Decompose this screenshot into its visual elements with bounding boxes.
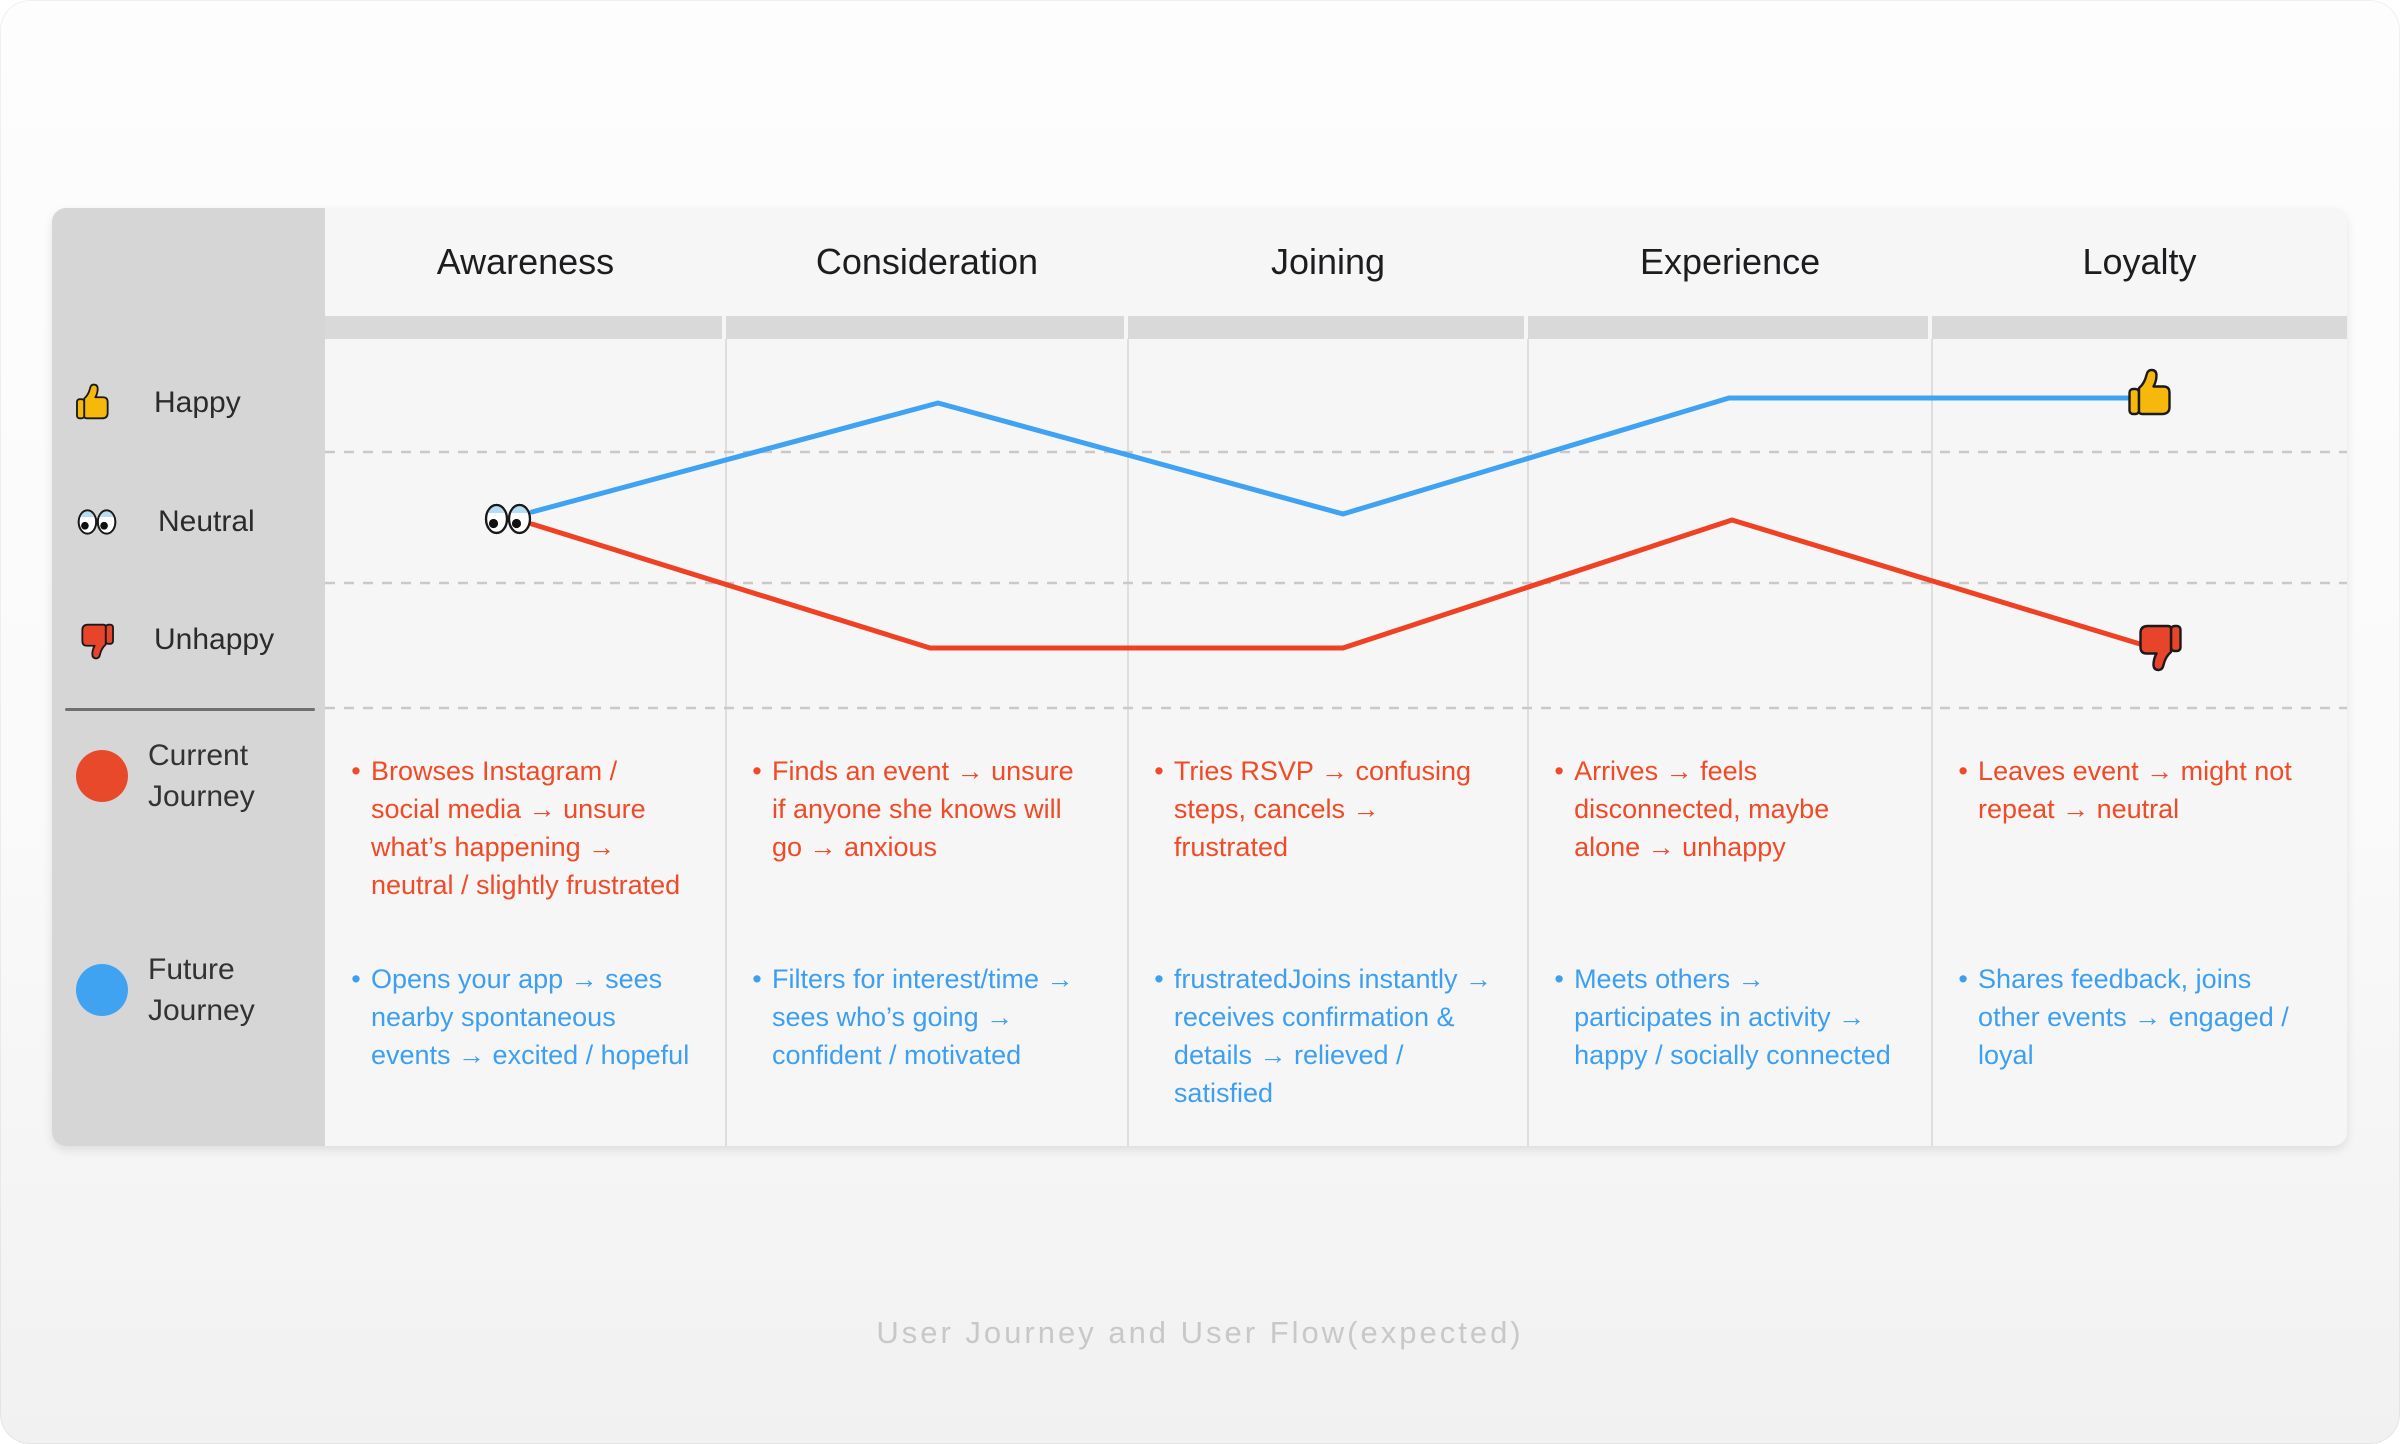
column-divider bbox=[1127, 339, 1129, 1146]
note-current-loyalty: • Leaves event → might not repeat → neut… bbox=[1932, 710, 2347, 930]
bullet: • bbox=[351, 964, 361, 994]
diagram-caption: User Journey and User Flow(expected) bbox=[876, 1315, 1524, 1350]
stage-title-awareness: Awareness bbox=[436, 241, 615, 282]
band-segment bbox=[725, 316, 1124, 339]
note-current-experience: • Arrives → feels disconnected, maybe al… bbox=[1528, 710, 1932, 930]
future-journey-notes-row: • Opens your app → sees nearby spontaneo… bbox=[325, 930, 2347, 1146]
current-journey-notes-row: • Browses Instagram / social media → uns… bbox=[325, 710, 2347, 930]
stage-separator-band bbox=[325, 316, 2347, 339]
note-future-awareness: • Opens your app → sees nearby spontaneo… bbox=[325, 930, 726, 1146]
thumbs-up-marker-icon bbox=[2128, 368, 2171, 416]
bullet: • bbox=[1154, 964, 1164, 994]
note-future-loyalty: • Shares feedback, joins other events → … bbox=[1932, 930, 2347, 1146]
thumbs-down-icon bbox=[81, 623, 114, 660]
band-segment bbox=[1127, 316, 1525, 339]
column-divider bbox=[1931, 339, 1933, 1146]
stage-title-consideration: Consideration bbox=[815, 241, 1038, 282]
journey-map-board: Happy bbox=[52, 208, 2347, 1146]
note-current-joining: • Tries RSVP → confusing steps, cancels … bbox=[1128, 710, 1528, 930]
sidebar-row-neutral: Neutral bbox=[52, 492, 325, 552]
band-segment bbox=[1932, 316, 2347, 339]
note-current-consideration: • Finds an event → unsure if anyone she … bbox=[726, 710, 1128, 930]
column-divider bbox=[725, 339, 727, 1146]
current-journey-dot bbox=[76, 750, 128, 802]
note-future-consideration: • Filters for interest/time → sees who’s… bbox=[726, 930, 1128, 1146]
band-segment bbox=[325, 316, 722, 339]
bullet: • bbox=[351, 756, 361, 786]
note-future-joining: • frustratedJoins instantly → receives c… bbox=[1128, 930, 1528, 1146]
legend-label-future: Future Journey bbox=[148, 953, 255, 1027]
sentiment-chart-svg bbox=[325, 368, 2347, 710]
bullet: • bbox=[1154, 756, 1164, 786]
stage-title-joining: Joining bbox=[1270, 241, 1386, 282]
bullet: • bbox=[752, 756, 762, 786]
legend-current-journey: Current Journey bbox=[52, 726, 325, 826]
stages-area: Awareness Consideration Joining Experien… bbox=[325, 208, 2347, 1146]
stage-title-experience: Experience bbox=[1640, 241, 1821, 282]
stage-title-loyalty: Loyalty bbox=[2082, 241, 2197, 282]
thumbs-down-marker-icon bbox=[2139, 624, 2182, 672]
current-journey-line bbox=[529, 517, 2143, 651]
emotion-label-happy: Happy bbox=[154, 386, 241, 419]
future-journey-line bbox=[529, 395, 2133, 517]
sidebar-divider bbox=[65, 708, 315, 711]
stage-header-row: Awareness Consideration Joining Experien… bbox=[325, 208, 2347, 316]
sidebar-row-happy: Happy bbox=[52, 373, 325, 433]
sentiment-chart bbox=[325, 339, 2347, 710]
bullet: • bbox=[1554, 964, 1564, 994]
future-journey-dot bbox=[76, 964, 128, 1016]
bullet: • bbox=[1554, 756, 1564, 786]
note-current-awareness: • Browses Instagram / social media → uns… bbox=[325, 710, 726, 930]
legend-label-current: Current Journey bbox=[148, 739, 255, 813]
band-segment bbox=[1528, 316, 1929, 339]
bullet: • bbox=[1958, 964, 1968, 994]
bullet: • bbox=[752, 964, 762, 994]
legend-future-journey: Future Journey bbox=[52, 940, 325, 1040]
emotion-label-unhappy: Unhappy bbox=[154, 623, 275, 656]
sidebar: Happy bbox=[52, 208, 325, 1146]
eyes-icon bbox=[77, 509, 117, 535]
eyes-marker-icon bbox=[484, 503, 532, 535]
gridlines-layer bbox=[325, 450, 2347, 710]
thumbs-up-icon bbox=[76, 383, 109, 420]
bullet: • bbox=[1958, 756, 1968, 786]
note-future-experience: • Meets others → participates in activit… bbox=[1528, 930, 1932, 1146]
sidebar-row-unhappy: Unhappy bbox=[52, 610, 325, 670]
column-divider bbox=[1527, 339, 1529, 1146]
emotion-label-neutral: Neutral bbox=[158, 505, 255, 538]
